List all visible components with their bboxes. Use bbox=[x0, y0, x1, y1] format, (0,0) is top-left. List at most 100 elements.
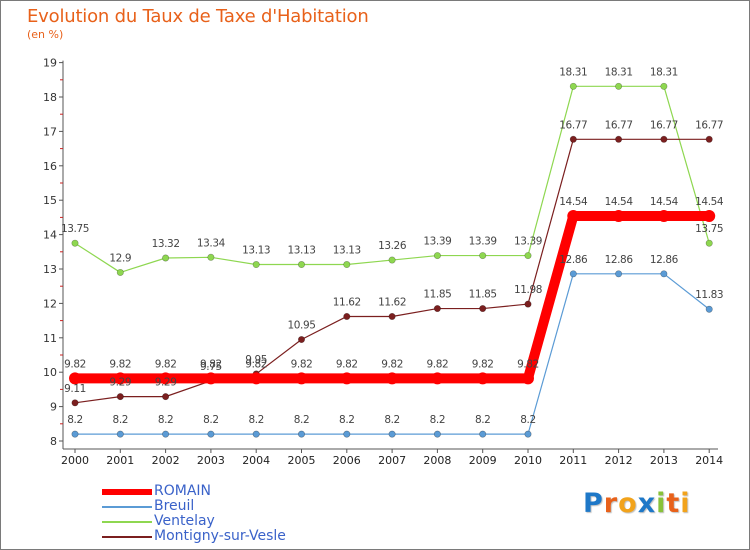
data-point-romain bbox=[522, 372, 534, 385]
data-label-romain: 14.54 bbox=[559, 196, 588, 208]
data-point-romain bbox=[612, 210, 625, 223]
data-point-romain bbox=[567, 210, 580, 223]
data-label-romain: 9.82 bbox=[64, 358, 86, 370]
data-label-montigny-sur-vesle: 9.11 bbox=[64, 383, 86, 395]
y-tick-label: 13 bbox=[43, 263, 57, 276]
legend-label: Breuil bbox=[154, 498, 195, 514]
data-label-ventelay: 13.13 bbox=[333, 245, 361, 257]
data-label-breuil: 8.2 bbox=[67, 414, 83, 426]
x-tick-label: 2007 bbox=[378, 454, 406, 467]
data-point-montigny-sur-vesle bbox=[297, 336, 305, 344]
data-point-montigny-sur-vesle bbox=[615, 135, 623, 143]
data-label-ventelay: 18.31 bbox=[605, 66, 633, 78]
logo-letter: i bbox=[656, 488, 667, 519]
data-label-montigny-sur-vesle: 16.77 bbox=[605, 119, 633, 131]
data-point-montigny-sur-vesle bbox=[479, 305, 487, 313]
data-point-romain bbox=[204, 372, 217, 385]
data-point-montigny-sur-vesle bbox=[162, 393, 170, 401]
data-label-ventelay: 18.31 bbox=[650, 66, 678, 78]
data-label-montigny-sur-vesle: 9.95 bbox=[245, 354, 267, 366]
data-label-montigny-sur-vesle: 9.75 bbox=[200, 361, 222, 373]
x-tick-label: 2006 bbox=[333, 454, 361, 467]
x-tick-label: 2012 bbox=[605, 454, 633, 467]
data-point-ventelay bbox=[479, 252, 487, 260]
data-label-breuil: 8.2 bbox=[113, 414, 129, 426]
data-label-breuil: 8.2 bbox=[384, 414, 400, 426]
data-point-breuil bbox=[71, 430, 79, 438]
data-label-ventelay: 13.39 bbox=[469, 236, 497, 248]
data-point-montigny-sur-vesle bbox=[343, 312, 351, 320]
data-point-breuil bbox=[207, 430, 215, 438]
logo-letter: r bbox=[603, 488, 619, 519]
data-point-breuil bbox=[615, 270, 623, 278]
data-label-romain: 9.82 bbox=[427, 358, 449, 370]
data-point-montigny-sur-vesle bbox=[705, 135, 713, 143]
data-point-ventelay bbox=[297, 261, 305, 269]
x-tick-label: 2014 bbox=[695, 454, 723, 467]
x-tick-label: 2010 bbox=[514, 454, 542, 467]
data-point-ventelay bbox=[569, 82, 577, 90]
data-label-breuil: 8.2 bbox=[520, 414, 536, 426]
legend-swatch bbox=[102, 489, 152, 495]
data-point-romain bbox=[250, 372, 263, 385]
data-label-ventelay: 13.26 bbox=[378, 240, 407, 252]
data-point-romain bbox=[476, 372, 489, 385]
legend-swatch bbox=[102, 536, 152, 538]
data-label-breuil: 8.2 bbox=[158, 414, 174, 426]
data-point-ventelay bbox=[388, 256, 396, 264]
data-label-romain: 9.82 bbox=[472, 358, 494, 370]
logo-letter: i bbox=[680, 488, 691, 519]
data-label-ventelay: 12.9 bbox=[109, 252, 131, 264]
data-label-romain: 9.82 bbox=[155, 358, 177, 370]
data-label-breuil: 8.2 bbox=[248, 414, 264, 426]
x-tick-label: 2008 bbox=[423, 454, 451, 467]
data-point-breuil bbox=[705, 305, 713, 313]
data-point-breuil bbox=[433, 430, 441, 438]
data-label-montigny-sur-vesle: 9.29 bbox=[155, 377, 177, 389]
y-tick-label: 10 bbox=[43, 366, 57, 379]
data-point-montigny-sur-vesle bbox=[433, 305, 441, 313]
data-point-breuil bbox=[388, 430, 396, 438]
data-point-romain bbox=[69, 372, 81, 385]
y-tick-label: 8 bbox=[50, 435, 57, 448]
data-point-breuil bbox=[569, 270, 577, 278]
data-label-montigny-sur-vesle: 9.29 bbox=[109, 377, 131, 389]
data-label-breuil: 8.2 bbox=[294, 414, 310, 426]
data-label-ventelay: 13.75 bbox=[695, 223, 723, 235]
legend-label: Montigny-sur-Vesle bbox=[154, 528, 286, 544]
data-point-montigny-sur-vesle bbox=[71, 399, 79, 407]
data-label-ventelay: 13.39 bbox=[514, 236, 542, 248]
logo-letter: x bbox=[637, 488, 657, 519]
data-point-montigny-sur-vesle bbox=[524, 300, 532, 308]
data-label-breuil: 8.2 bbox=[475, 414, 491, 426]
data-point-romain bbox=[431, 372, 444, 385]
data-label-montigny-sur-vesle: 11.85 bbox=[469, 289, 497, 301]
data-point-romain bbox=[295, 372, 308, 385]
data-label-ventelay: 13.75 bbox=[61, 223, 89, 235]
logo-letter: P bbox=[583, 488, 604, 519]
data-label-montigny-sur-vesle: 11.62 bbox=[378, 296, 406, 308]
chart-unit-label: (en %) bbox=[27, 28, 64, 41]
y-tick-label: 11 bbox=[43, 332, 57, 345]
data-point-breuil bbox=[479, 430, 487, 438]
y-tick-label: 15 bbox=[43, 194, 57, 207]
data-point-ventelay bbox=[162, 254, 170, 262]
x-tick-label: 2003 bbox=[197, 454, 225, 467]
y-tick-label: 17 bbox=[43, 125, 57, 138]
data-point-montigny-sur-vesle bbox=[569, 135, 577, 143]
data-label-montigny-sur-vesle: 16.77 bbox=[650, 119, 678, 131]
data-label-breuil: 12.86 bbox=[559, 254, 588, 266]
y-tick-label: 18 bbox=[43, 91, 57, 104]
data-label-ventelay: 13.32 bbox=[152, 238, 180, 250]
data-point-ventelay bbox=[615, 82, 623, 90]
data-label-montigny-sur-vesle: 11.98 bbox=[514, 284, 542, 296]
data-point-ventelay bbox=[660, 82, 668, 90]
data-label-ventelay: 18.31 bbox=[559, 66, 587, 78]
data-label-breuil: 12.86 bbox=[650, 254, 679, 266]
data-point-romain bbox=[340, 372, 353, 385]
logo-letter: t bbox=[666, 488, 681, 519]
data-label-ventelay: 13.13 bbox=[287, 245, 315, 257]
data-point-breuil bbox=[524, 430, 532, 438]
